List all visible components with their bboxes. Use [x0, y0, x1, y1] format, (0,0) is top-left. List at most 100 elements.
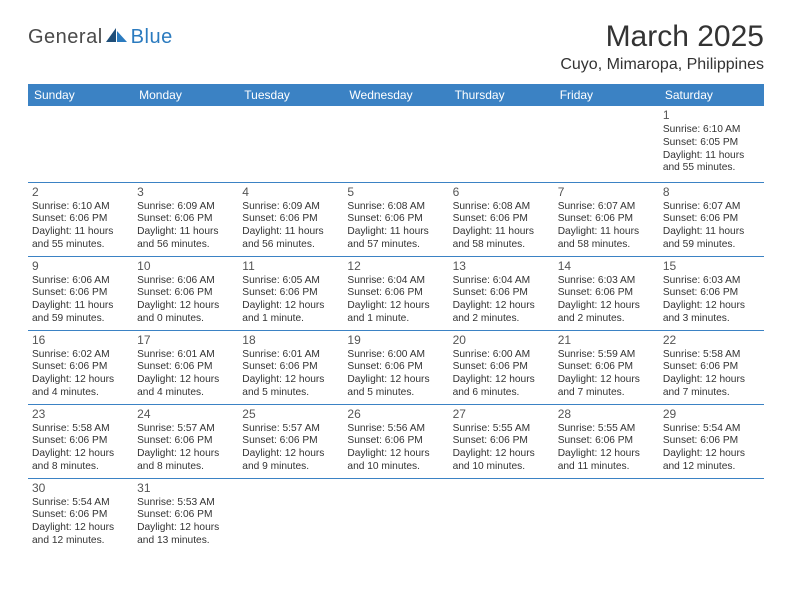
calendar-week-row: 30Sunrise: 5:54 AMSunset: 6:06 PMDayligh…: [28, 478, 764, 552]
brand-sail-icon: [106, 26, 128, 49]
day-number: 18: [242, 333, 339, 348]
sunrise-text: Sunrise: 6:01 AM: [137, 349, 234, 362]
day-number: 9: [32, 259, 129, 274]
sunset-text: Sunset: 6:06 PM: [32, 435, 129, 448]
sunset-text: Sunset: 6:06 PM: [558, 361, 655, 374]
calendar-day-cell: 17Sunrise: 6:01 AMSunset: 6:06 PMDayligh…: [133, 330, 238, 404]
location-text: Cuyo, Mimaropa, Philippines: [560, 56, 764, 74]
brand-word-1: General: [28, 26, 103, 49]
day-number: 29: [663, 407, 760, 422]
sunset-text: Sunset: 6:06 PM: [453, 435, 550, 448]
day-number: 7: [558, 185, 655, 200]
day-number: 15: [663, 259, 760, 274]
daylight-text: Daylight: 12 hours and 11 minutes.: [558, 448, 655, 474]
calendar-day-cell: 30Sunrise: 5:54 AMSunset: 6:06 PMDayligh…: [28, 478, 133, 552]
sunrise-text: Sunrise: 6:05 AM: [242, 275, 339, 288]
day-number: 20: [453, 333, 550, 348]
day-number: 14: [558, 259, 655, 274]
sunset-text: Sunset: 6:06 PM: [558, 435, 655, 448]
sunset-text: Sunset: 6:06 PM: [242, 213, 339, 226]
sunrise-text: Sunrise: 6:03 AM: [663, 275, 760, 288]
sunrise-text: Sunrise: 5:57 AM: [137, 423, 234, 436]
daylight-text: Daylight: 12 hours and 9 minutes.: [242, 448, 339, 474]
calendar-day-cell: 9Sunrise: 6:06 AMSunset: 6:06 PMDaylight…: [28, 256, 133, 330]
calendar-day-cell: 31Sunrise: 5:53 AMSunset: 6:06 PMDayligh…: [133, 478, 238, 552]
daylight-text: Daylight: 12 hours and 0 minutes.: [137, 300, 234, 326]
daylight-text: Daylight: 11 hours and 58 minutes.: [558, 226, 655, 252]
day-number: 11: [242, 259, 339, 274]
sunrise-text: Sunrise: 5:56 AM: [347, 423, 444, 436]
sunset-text: Sunset: 6:06 PM: [137, 435, 234, 448]
sunrise-text: Sunrise: 6:02 AM: [32, 349, 129, 362]
calendar-table: Sunday Monday Tuesday Wednesday Thursday…: [28, 84, 764, 552]
sunrise-text: Sunrise: 5:55 AM: [558, 423, 655, 436]
sunset-text: Sunset: 6:06 PM: [663, 213, 760, 226]
calendar-day-cell: 21Sunrise: 5:59 AMSunset: 6:06 PMDayligh…: [554, 330, 659, 404]
sunrise-text: Sunrise: 5:58 AM: [32, 423, 129, 436]
daylight-text: Daylight: 12 hours and 2 minutes.: [453, 300, 550, 326]
calendar-day-cell: 24Sunrise: 5:57 AMSunset: 6:06 PMDayligh…: [133, 404, 238, 478]
sunset-text: Sunset: 6:06 PM: [347, 361, 444, 374]
title-block: March 2025 Cuyo, Mimaropa, Philippines: [560, 20, 764, 74]
calendar-day-cell: 8Sunrise: 6:07 AMSunset: 6:06 PMDaylight…: [659, 182, 764, 256]
daylight-text: Daylight: 11 hours and 55 minutes.: [663, 150, 760, 176]
day-number: 12: [347, 259, 444, 274]
calendar-day-cell: 20Sunrise: 6:00 AMSunset: 6:06 PMDayligh…: [449, 330, 554, 404]
sunset-text: Sunset: 6:06 PM: [32, 213, 129, 226]
calendar-day-cell: [659, 478, 764, 552]
sunset-text: Sunset: 6:06 PM: [558, 213, 655, 226]
sunrise-text: Sunrise: 6:08 AM: [453, 201, 550, 214]
page-header: General Blue March 2025 Cuyo, Mimaropa, …: [28, 20, 764, 74]
day-number: 3: [137, 185, 234, 200]
daylight-text: Daylight: 12 hours and 1 minute.: [347, 300, 444, 326]
calendar-day-cell: 12Sunrise: 6:04 AMSunset: 6:06 PMDayligh…: [343, 256, 448, 330]
brand-logo: General Blue: [28, 26, 173, 49]
daylight-text: Daylight: 12 hours and 7 minutes.: [663, 374, 760, 400]
sunset-text: Sunset: 6:06 PM: [242, 435, 339, 448]
calendar-day-cell: 18Sunrise: 6:01 AMSunset: 6:06 PMDayligh…: [238, 330, 343, 404]
daylight-text: Daylight: 12 hours and 8 minutes.: [32, 448, 129, 474]
sunrise-text: Sunrise: 5:54 AM: [663, 423, 760, 436]
daylight-text: Daylight: 11 hours and 57 minutes.: [347, 226, 444, 252]
dow-monday: Monday: [133, 84, 238, 106]
calendar-week-row: 2Sunrise: 6:10 AMSunset: 6:06 PMDaylight…: [28, 182, 764, 256]
day-number: 19: [347, 333, 444, 348]
daylight-text: Daylight: 12 hours and 10 minutes.: [347, 448, 444, 474]
sunset-text: Sunset: 6:06 PM: [453, 287, 550, 300]
day-number: 22: [663, 333, 760, 348]
sunset-text: Sunset: 6:06 PM: [453, 213, 550, 226]
sunrise-text: Sunrise: 6:04 AM: [453, 275, 550, 288]
daylight-text: Daylight: 12 hours and 8 minutes.: [137, 448, 234, 474]
calendar-day-cell: 28Sunrise: 5:55 AMSunset: 6:06 PMDayligh…: [554, 404, 659, 478]
sunset-text: Sunset: 6:06 PM: [137, 509, 234, 522]
calendar-day-cell: 11Sunrise: 6:05 AMSunset: 6:06 PMDayligh…: [238, 256, 343, 330]
calendar-day-cell: 25Sunrise: 5:57 AMSunset: 6:06 PMDayligh…: [238, 404, 343, 478]
dow-saturday: Saturday: [659, 84, 764, 106]
sunset-text: Sunset: 6:06 PM: [347, 287, 444, 300]
sunset-text: Sunset: 6:06 PM: [347, 213, 444, 226]
sunrise-text: Sunrise: 6:03 AM: [558, 275, 655, 288]
dow-wednesday: Wednesday: [343, 84, 448, 106]
calendar-day-cell: 15Sunrise: 6:03 AMSunset: 6:06 PMDayligh…: [659, 256, 764, 330]
daylight-text: Daylight: 12 hours and 13 minutes.: [137, 522, 234, 548]
sunrise-text: Sunrise: 6:09 AM: [137, 201, 234, 214]
daylight-text: Daylight: 12 hours and 10 minutes.: [453, 448, 550, 474]
calendar-week-row: 23Sunrise: 5:58 AMSunset: 6:06 PMDayligh…: [28, 404, 764, 478]
daylight-text: Daylight: 12 hours and 4 minutes.: [137, 374, 234, 400]
sunset-text: Sunset: 6:06 PM: [663, 287, 760, 300]
calendar-day-cell: [28, 106, 133, 182]
calendar-body: 1Sunrise: 6:10 AMSunset: 6:05 PMDaylight…: [28, 106, 764, 552]
sunset-text: Sunset: 6:06 PM: [558, 287, 655, 300]
daylight-text: Daylight: 12 hours and 3 minutes.: [663, 300, 760, 326]
calendar-day-cell: 14Sunrise: 6:03 AMSunset: 6:06 PMDayligh…: [554, 256, 659, 330]
daylight-text: Daylight: 11 hours and 59 minutes.: [663, 226, 760, 252]
daylight-text: Daylight: 12 hours and 12 minutes.: [663, 448, 760, 474]
sunrise-text: Sunrise: 6:00 AM: [453, 349, 550, 362]
sunset-text: Sunset: 6:06 PM: [663, 435, 760, 448]
calendar-day-cell: 4Sunrise: 6:09 AMSunset: 6:06 PMDaylight…: [238, 182, 343, 256]
calendar-day-cell: [554, 478, 659, 552]
calendar-day-cell: [343, 106, 448, 182]
sunrise-text: Sunrise: 5:58 AM: [663, 349, 760, 362]
sunrise-text: Sunrise: 6:07 AM: [558, 201, 655, 214]
calendar-day-cell: 19Sunrise: 6:00 AMSunset: 6:06 PMDayligh…: [343, 330, 448, 404]
